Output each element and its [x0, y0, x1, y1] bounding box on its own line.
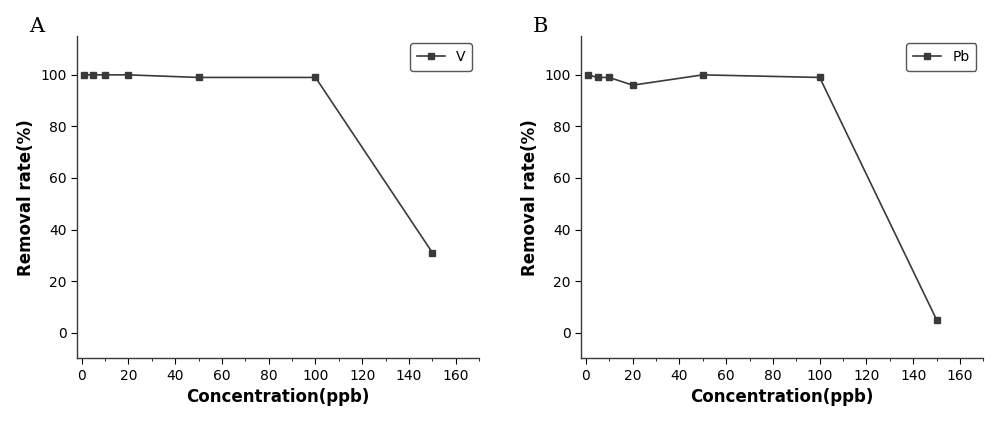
Pb [592, 75, 604, 80]
V [78, 72, 90, 77]
Y-axis label: Removal rate(%): Removal rate(%) [521, 119, 539, 276]
V [122, 72, 134, 77]
Legend: V: V [410, 43, 472, 71]
Pb [627, 82, 639, 88]
Text: B: B [533, 17, 548, 36]
V [99, 72, 111, 77]
Line: V: V [81, 71, 436, 256]
Y-axis label: Removal rate(%): Removal rate(%) [17, 119, 35, 276]
Pb [603, 75, 615, 80]
V [87, 72, 99, 77]
Pb [582, 72, 594, 77]
V [193, 75, 205, 80]
Pb [814, 75, 826, 80]
Text: A: A [29, 17, 44, 36]
V [426, 250, 438, 255]
Line: Pb: Pb [585, 71, 940, 323]
V [309, 75, 321, 80]
X-axis label: Concentration(ppb): Concentration(ppb) [691, 388, 874, 407]
Pb [697, 72, 709, 77]
Legend: Pb: Pb [906, 43, 976, 71]
X-axis label: Concentration(ppb): Concentration(ppb) [186, 388, 370, 407]
Pb [931, 317, 943, 322]
